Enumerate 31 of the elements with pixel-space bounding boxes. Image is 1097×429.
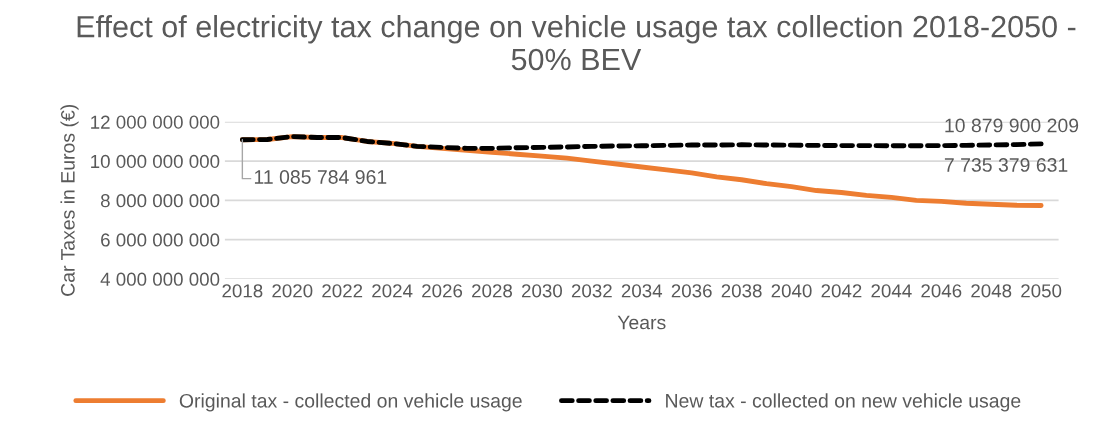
y-tick-label: 6 000 000 000 xyxy=(101,233,220,247)
x-tick-label: 2024 xyxy=(372,284,413,298)
x-tick-label: 2022 xyxy=(322,284,363,298)
x-tick-label: 2050 xyxy=(1021,284,1062,298)
x-tick-label: 2026 xyxy=(422,284,463,298)
x-tick-label: 2032 xyxy=(571,284,612,298)
x-tick-label: 2020 xyxy=(272,284,313,298)
x-axis-title: Years xyxy=(617,315,666,330)
x-tick-label: 2044 xyxy=(871,284,912,298)
x-tick-label: 2046 xyxy=(921,284,962,298)
y-axis-title: Car Taxes in Euros (€) xyxy=(60,105,79,296)
data-label: 11 085 784 961 xyxy=(254,170,387,184)
legend-label: Original tax - collected on vehicle usage xyxy=(179,393,522,412)
x-tick-label: 2030 xyxy=(521,284,563,298)
y-tick-label: 10 000 000 000 xyxy=(91,154,220,169)
x-tick-label: 2018 xyxy=(222,284,263,298)
y-tick-label: 4 000 000 000 xyxy=(100,272,220,286)
x-tick-label: 2040 xyxy=(771,284,812,298)
legend-label: New tax - collected on new vehicle usage xyxy=(666,393,1021,412)
data-label: 7 735 379 631 xyxy=(944,158,1068,172)
data-label: 10 879 900 209 xyxy=(945,118,1079,133)
x-tick-label: 2036 xyxy=(671,284,712,298)
x-tick-label: 2034 xyxy=(621,284,663,298)
x-tick-label: 2042 xyxy=(821,284,862,298)
chart-title: Effect of electricity tax change on vehicle usage tax collection 2018-2050 - 50% BEV xyxy=(77,15,1076,71)
y-tick-label: 8 000 000 000 xyxy=(100,194,220,208)
y-tick-label: 12 000 000 000 xyxy=(91,115,220,129)
line-series xyxy=(239,134,1044,151)
x-tick-label: 2048 xyxy=(971,284,1012,298)
x-tick-label: 2028 xyxy=(472,284,513,298)
x-tick-label: 2038 xyxy=(721,284,762,298)
